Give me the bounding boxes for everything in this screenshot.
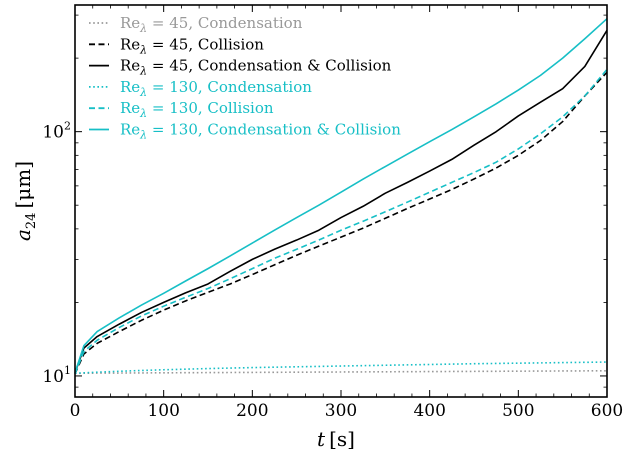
x-tick-label: 200 — [236, 401, 268, 421]
legend-label: Reλ = 130, Condensation & Collision — [120, 121, 401, 142]
x-tick-label: 0 — [70, 401, 81, 421]
legend-label-subscript: λ — [139, 43, 147, 56]
x-tick-label: 500 — [502, 401, 534, 421]
legend-label-prefix: Re — [120, 35, 140, 53]
legend-label-prefix: Re — [120, 78, 140, 96]
legend-label: Reλ = 45, Condensation — [120, 14, 303, 35]
y-tick-label: 102 — [42, 120, 71, 143]
x-tick-label: 100 — [147, 401, 179, 421]
x-tick-label: 600 — [591, 401, 623, 421]
legend-label-subscript: λ — [139, 107, 147, 120]
y-tick-label-base: 10 — [42, 123, 64, 143]
y-tick-label-base: 10 — [42, 367, 64, 387]
x-axis-label: t [s] — [317, 427, 355, 451]
x-tick-label: 300 — [325, 401, 357, 421]
legend-label-subscript: λ — [139, 129, 147, 142]
y-axis-label: a24 [μm] — [11, 161, 39, 241]
series-line-6 — [74, 18, 608, 374]
legend-label-subscript: λ — [139, 86, 147, 99]
legend-label-subscript: λ — [139, 65, 147, 78]
legend-label-rest: = 45, Condensation — [147, 14, 303, 32]
legend-label-subscript: λ — [139, 22, 147, 35]
legend-label: Reλ = 45, Condensation & Collision — [120, 57, 392, 78]
legend-label-rest: = 130, Collision — [147, 99, 274, 117]
y-axis-label-subscript: 24 — [24, 213, 39, 230]
legend-label: Reλ = 45, Collision — [120, 35, 264, 56]
series-line-2 — [74, 71, 608, 375]
legend-label-rest: = 130, Condensation & Collision — [147, 121, 401, 139]
legend-label-rest: = 130, Condensation — [147, 78, 312, 96]
y-axis-label-unit: [μm] — [11, 161, 35, 209]
x-axis-label-unit: [s] — [329, 427, 355, 451]
y-tick-label-exponent: 1 — [64, 364, 71, 377]
legend-label-rest: = 45, Collision — [147, 35, 264, 53]
series-layer — [74, 18, 608, 375]
tick-layer — [74, 5, 608, 397]
x-tick-label: 400 — [413, 401, 445, 421]
legend-label-prefix: Re — [120, 14, 140, 32]
series-line-3 — [74, 29, 608, 374]
legend-label: Reλ = 130, Collision — [120, 99, 274, 120]
y-tick-label-exponent: 2 — [64, 120, 71, 133]
legend-label-prefix: Re — [120, 121, 140, 139]
plot-background — [75, 5, 607, 397]
series-line-5 — [74, 68, 608, 375]
x-axis-label-variable: t — [317, 427, 326, 451]
y-axis-label-variable: a — [11, 229, 35, 241]
legend-label-prefix: Re — [120, 57, 140, 75]
legend-label-rest: = 45, Condensation & Collision — [147, 57, 392, 75]
legend-label-prefix: Re — [120, 99, 140, 117]
y-tick-label: 101 — [42, 364, 71, 387]
legend-label: Reλ = 130, Condensation — [120, 78, 312, 99]
